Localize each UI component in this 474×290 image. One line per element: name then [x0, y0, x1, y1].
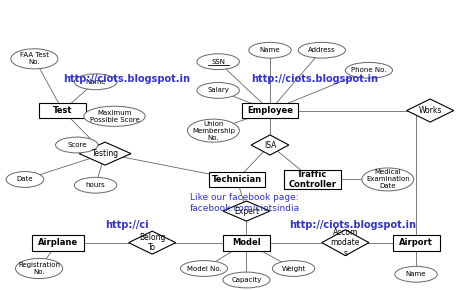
Ellipse shape: [362, 168, 414, 191]
Text: Union
Membership
No.: Union Membership No.: [192, 121, 235, 141]
Text: Airplane: Airplane: [38, 238, 78, 247]
Ellipse shape: [181, 261, 228, 276]
Ellipse shape: [197, 83, 239, 98]
Text: Employee: Employee: [247, 106, 293, 115]
Ellipse shape: [273, 261, 315, 276]
Ellipse shape: [74, 177, 117, 193]
Ellipse shape: [55, 137, 98, 153]
Text: Belong
To: Belong To: [139, 233, 165, 252]
Text: http://ciots.blogspot.in: http://ciots.blogspot.in: [289, 220, 416, 231]
Polygon shape: [322, 230, 369, 255]
Text: FAA Test
No.: FAA Test No.: [20, 52, 49, 65]
Ellipse shape: [74, 74, 117, 90]
Text: Medical
Examination
Date: Medical Examination Date: [366, 169, 410, 189]
Bar: [223, 235, 270, 251]
Text: Expert: Expert: [234, 206, 259, 215]
Text: Maximum
Possible Score: Maximum Possible Score: [90, 110, 139, 123]
Text: Name: Name: [85, 79, 106, 85]
Text: Like our facebook page:
facebook.com/ciotsindia: Like our facebook page: facebook.com/cio…: [190, 193, 300, 212]
Ellipse shape: [11, 49, 58, 69]
Text: Score: Score: [67, 142, 87, 148]
Text: Name: Name: [260, 47, 280, 53]
Text: Registration
No.: Registration No.: [18, 262, 60, 275]
Polygon shape: [79, 142, 131, 165]
Ellipse shape: [188, 119, 239, 142]
Text: Model No.: Model No.: [187, 266, 221, 271]
Text: Testing: Testing: [91, 149, 118, 158]
Text: Traffic
Controller: Traffic Controller: [288, 170, 337, 189]
Text: http://ciots.blogspot.in: http://ciots.blogspot.in: [251, 74, 378, 84]
Ellipse shape: [395, 266, 438, 282]
Ellipse shape: [223, 272, 270, 288]
Bar: [242, 103, 298, 118]
Text: Accom
modate
s: Accom modate s: [331, 228, 360, 258]
Text: SSN: SSN: [211, 59, 225, 65]
Ellipse shape: [84, 106, 145, 126]
Bar: [39, 103, 86, 118]
Bar: [209, 172, 265, 187]
Ellipse shape: [298, 42, 346, 58]
Text: Weight: Weight: [282, 266, 306, 271]
Ellipse shape: [346, 62, 392, 78]
Polygon shape: [223, 201, 270, 221]
Text: Technician: Technician: [212, 175, 262, 184]
Text: Address: Address: [308, 47, 336, 53]
Text: Name: Name: [406, 271, 426, 277]
Text: hours: hours: [86, 182, 106, 188]
Text: Airport: Airport: [399, 238, 433, 247]
Ellipse shape: [249, 42, 291, 58]
Polygon shape: [128, 231, 176, 254]
Bar: [392, 235, 439, 251]
Text: Capacity: Capacity: [231, 277, 262, 283]
Bar: [284, 170, 341, 189]
Polygon shape: [407, 99, 454, 122]
Text: Date: Date: [17, 177, 33, 182]
Text: Salary: Salary: [207, 87, 229, 93]
Text: ISA: ISA: [264, 140, 276, 150]
Text: http://ci: http://ci: [105, 220, 149, 231]
Text: Test: Test: [53, 106, 73, 115]
Text: Works: Works: [419, 106, 442, 115]
Polygon shape: [251, 135, 289, 155]
Bar: [32, 235, 84, 251]
Text: Model: Model: [232, 238, 261, 247]
Text: http://ciots.blogspot.in: http://ciots.blogspot.in: [63, 74, 190, 84]
Ellipse shape: [16, 258, 63, 279]
Ellipse shape: [6, 172, 44, 187]
Ellipse shape: [197, 54, 239, 70]
Text: Phone No.: Phone No.: [351, 67, 387, 73]
